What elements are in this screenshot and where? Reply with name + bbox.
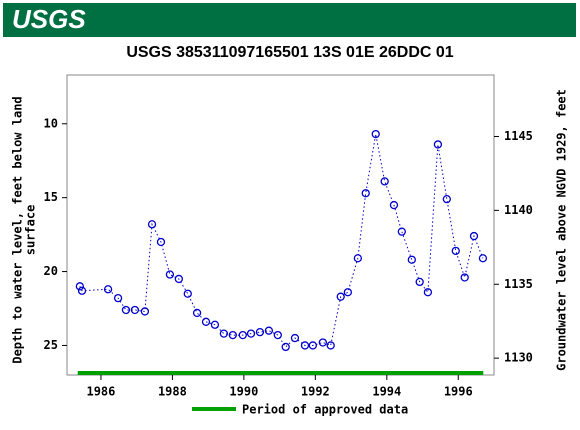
legend-label: Period of approved data: [242, 403, 408, 417]
data-point: [300, 341, 310, 350]
x-tick-label: 1990: [229, 385, 258, 399]
data-point: [75, 282, 85, 291]
data-point: [343, 288, 353, 297]
data-point: [255, 327, 265, 337]
data-point: [336, 292, 345, 301]
data-point: [210, 320, 220, 329]
data-point: [326, 341, 335, 350]
data-point: [415, 277, 424, 287]
data-point: [246, 329, 256, 338]
data-point: [407, 255, 416, 264]
y2-tick-label: 1135: [504, 277, 533, 291]
data-point: [371, 129, 380, 139]
y-axis-label: surface: [24, 205, 38, 256]
data-point: [121, 305, 131, 315]
x-tick-label: 1994: [372, 385, 401, 399]
y2-tick-label: 1145: [504, 129, 533, 143]
y2-axis-label: Groundwater level above NGVD 1929, feet: [555, 89, 569, 371]
y-tick-label: 20: [44, 264, 58, 278]
data-point: [318, 338, 327, 347]
data-point: [380, 177, 389, 186]
chart-title: USGS 385311097165501 13S 01E 26DDC 01: [126, 44, 453, 61]
header-bar: [3, 3, 576, 37]
data-point: [147, 220, 157, 229]
data-point: [219, 329, 229, 338]
data-point: [361, 189, 370, 198]
data-point: [281, 342, 290, 352]
data-point: [397, 227, 406, 236]
data-point: [77, 286, 87, 295]
data-point: [389, 200, 399, 210]
data-point: [192, 308, 202, 318]
data-point: [469, 231, 479, 241]
x-tick-label: 1986: [86, 385, 115, 399]
logo: USGS: [12, 4, 86, 34]
data-point: [442, 194, 451, 204]
y2-tick-label: 1140: [504, 203, 533, 217]
y-tick-label: 10: [44, 116, 58, 130]
data-point: [165, 270, 175, 279]
y-tick-label: 25: [44, 338, 58, 352]
x-tick-label: 1992: [301, 385, 330, 399]
x-tick-label: 1996: [444, 385, 473, 399]
data-point: [238, 330, 247, 340]
data-point: [290, 333, 300, 343]
x-tick-label: 1988: [158, 385, 187, 399]
data-point: [103, 285, 113, 294]
plot-frame: [66, 74, 495, 376]
data-line: [79, 134, 484, 348]
y-tick-label: 15: [44, 190, 58, 204]
data-point: [433, 140, 443, 149]
data-point: [228, 330, 237, 340]
data-point: [140, 307, 150, 316]
data-point: [183, 289, 192, 298]
data-point: [264, 326, 274, 335]
data-point: [156, 237, 166, 247]
data-point: [353, 254, 363, 263]
y-axis-label: Depth to water level, feet below land: [11, 96, 25, 363]
data-point: [308, 341, 317, 350]
data-point: [113, 294, 123, 303]
data-point: [201, 317, 211, 326]
data-point: [130, 305, 140, 315]
y2-tick-label: 1130: [504, 351, 533, 365]
data-point: [478, 254, 488, 263]
data-point: [451, 246, 460, 256]
data-point: [423, 288, 433, 297]
data-point: [273, 330, 282, 340]
data-point: [460, 273, 469, 282]
data-point: [174, 274, 183, 284]
